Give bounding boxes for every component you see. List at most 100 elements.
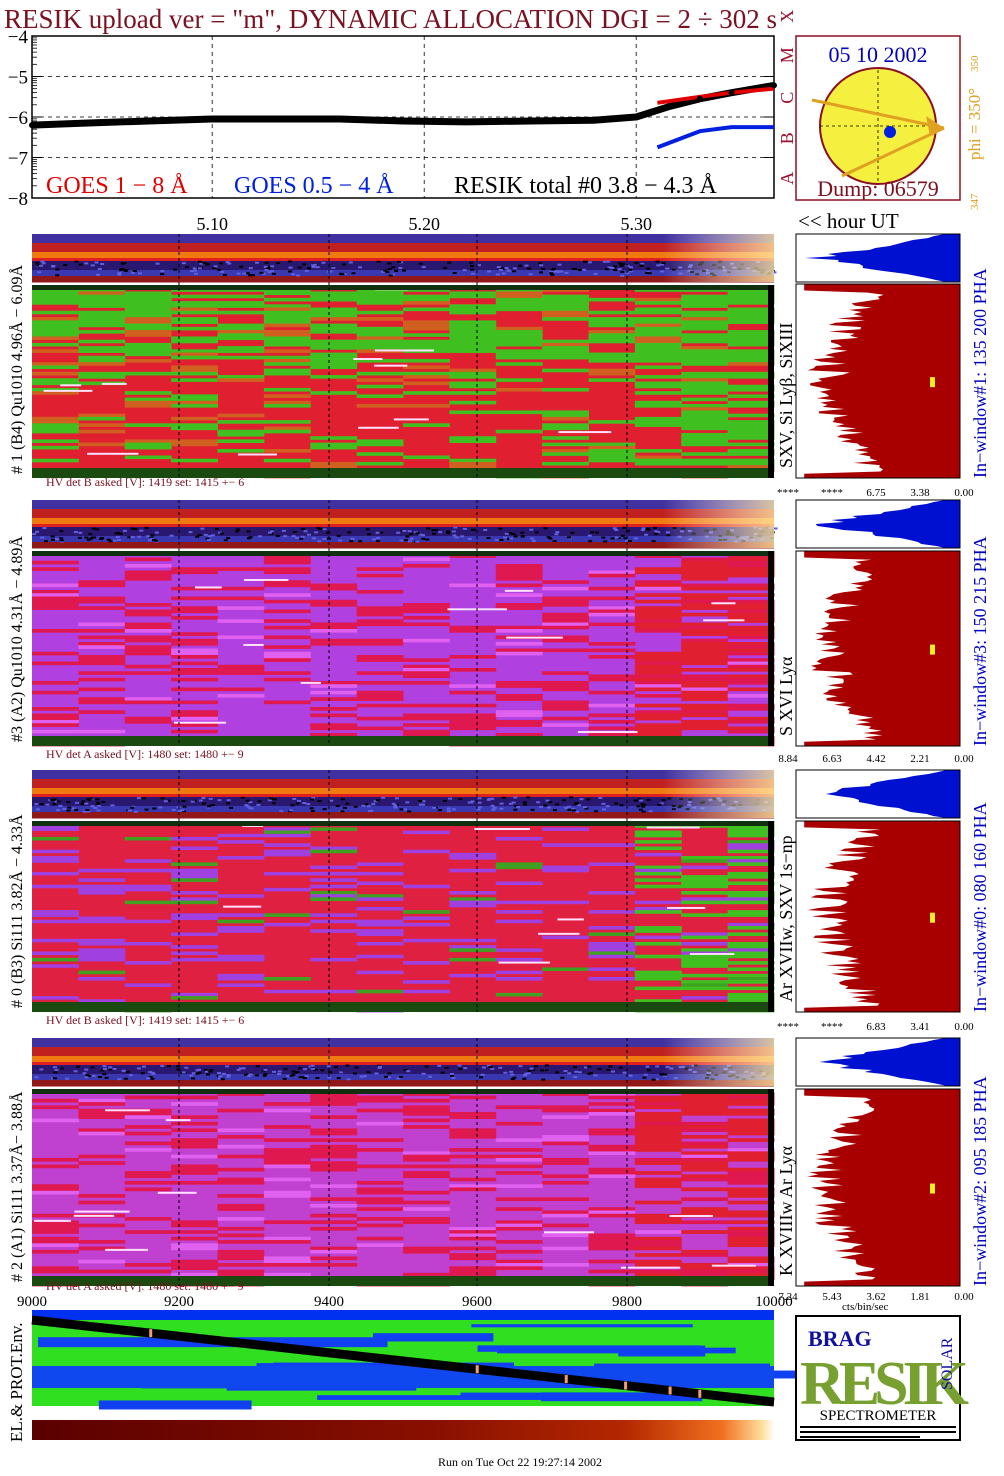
spectro-cell [263,635,311,640]
spectro-cell [78,330,126,334]
spectro-cell [681,1154,729,1159]
spectro-cell [78,606,126,610]
spectro-cell [171,729,218,734]
spectro-cell [171,1272,218,1277]
spectro-cell [217,1269,265,1274]
spectro-cell [217,1180,265,1185]
spectro-cell [171,632,218,636]
spectro-cell [588,1174,636,1179]
spectro-cell [727,967,775,972]
spectro-cell [727,461,775,466]
spectro-cell [681,996,729,1000]
spectro-cell [495,567,543,571]
spectro-cell [542,301,589,305]
spectro-cell [403,616,450,620]
spectro-cell [217,957,265,962]
spectro-cell [727,310,775,315]
spectro-cell [171,897,218,901]
spectro-bottom-edge [32,468,774,478]
spectro-cell [310,362,358,366]
spectro-cell [310,1167,358,1172]
spectro-cell [217,919,265,924]
spectro-cell [78,1102,126,1106]
spectro-cell [403,423,450,427]
spectro-cell [588,862,636,866]
spectro-cell [32,856,79,860]
hist-top-frame-line [795,769,961,819]
spectro-cell [124,1230,172,1234]
spectro-cell [124,291,172,296]
spectro-cell [32,317,79,321]
spectro-hotline [105,1248,148,1251]
spectro-cell [588,690,636,695]
spectro-cell [681,697,729,701]
spectro-cell [588,323,636,328]
spectro-cell [403,681,450,685]
spectro-cell [449,368,497,373]
spectro-cell [78,1115,126,1119]
spectro-cell [727,948,775,952]
spectro-cell [449,852,497,857]
spectro-cell [171,320,218,324]
spectro-cell [542,1105,589,1110]
spectro-cell [495,919,543,924]
spectro-cell [310,894,358,898]
spectro-cell [217,1167,265,1172]
spectro-cell [356,358,404,363]
hist-marker [930,912,935,923]
spectro-cell [217,1092,265,1096]
spectro-cell [217,1144,265,1149]
spectro-hotline [558,431,612,434]
spectro-cell [171,352,218,357]
spectro-cell [124,371,172,376]
spectro-cell [727,1240,775,1244]
spectro-cell [310,884,358,889]
spectro-cell [32,567,79,571]
spectro-cell [124,317,172,321]
spectro-cell [588,891,636,895]
spectro-cell [727,442,775,447]
spectro-cell [356,671,404,675]
spectro-cell [217,671,265,675]
spectro-cell [727,297,775,302]
spectro-cell [403,1190,450,1195]
spectro-cell [495,304,543,308]
pha-label: In−window#3: 150 215 PHA [970,536,990,746]
spectro-cell [403,1164,450,1169]
spectro-cell [588,368,636,373]
spectro-cell [449,713,497,718]
spectro-cell [310,1102,358,1106]
page-title: RESIK upload ver = "m", DYNAMIC ALLOCATI… [4,4,777,34]
spectro-cell [542,1223,589,1228]
env-marker [668,1386,672,1395]
spectro-cell [634,1263,682,1267]
hist-marker [930,377,935,388]
spectro-cell [32,606,79,610]
spectro-cell [217,413,265,418]
env-band [226,1386,417,1391]
spectro-cell [681,1187,729,1192]
detector-block-3: # 2 (A1) Si111 3.37Å− 3.88Å K XVIIIw Ar L… [8,1037,990,1303]
spectro-cell [217,1128,265,1133]
env-decay-line [31,1315,775,1407]
spectro-cell [310,445,358,450]
series-point [336,116,343,123]
spectro-cell [727,1213,775,1218]
spectro-hotline [105,1109,150,1112]
spectro-cell [32,1266,79,1270]
spectro-cell [681,642,729,646]
hv-label: HV det B asked [V]: 1419 set: 1415 +− 6 [46,1013,244,1027]
spectro-cell [727,384,775,389]
series-point [400,118,406,125]
spectro-cell [356,922,404,927]
spectro-cell [32,1243,79,1247]
spectro-cell [727,992,775,997]
spectro-cell [78,629,126,633]
spectro-hotline [669,1215,713,1218]
spectro-cell [727,609,775,614]
hist-tick-label: 0.00 [954,487,974,499]
spectro-cell [310,352,358,357]
spectro-cell [588,1128,636,1133]
spectro-cell [727,1131,775,1136]
spectro-cell [727,330,775,334]
